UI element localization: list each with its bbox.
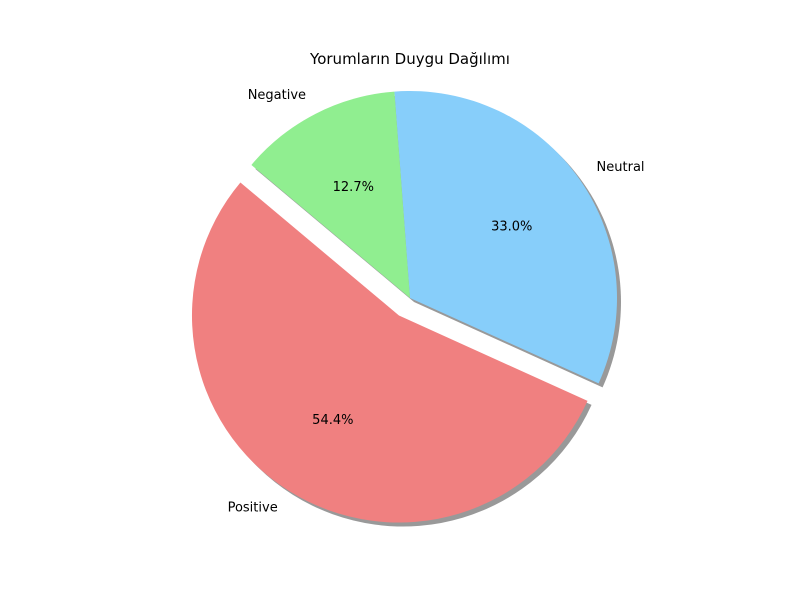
pie-slices <box>191 90 617 523</box>
pct-label-positive: 54.4% <box>312 413 353 428</box>
slice-label-positive: Positive <box>228 501 278 516</box>
pct-label-neutral: 33.0% <box>491 219 532 234</box>
pie-labels: Positive 54.4% Neutral 33.0% Negative 12.7% <box>228 88 645 516</box>
slice-label-neutral: Neutral <box>597 160 645 175</box>
slice-negative <box>251 91 410 298</box>
slice-positive <box>191 182 588 523</box>
pct-label-negative: 12.7% <box>333 180 374 195</box>
slice-label-negative: Negative <box>248 88 306 103</box>
chart-title: Yorumların Duygu Dağılımı <box>309 50 510 68</box>
slice-neutral <box>394 90 617 384</box>
